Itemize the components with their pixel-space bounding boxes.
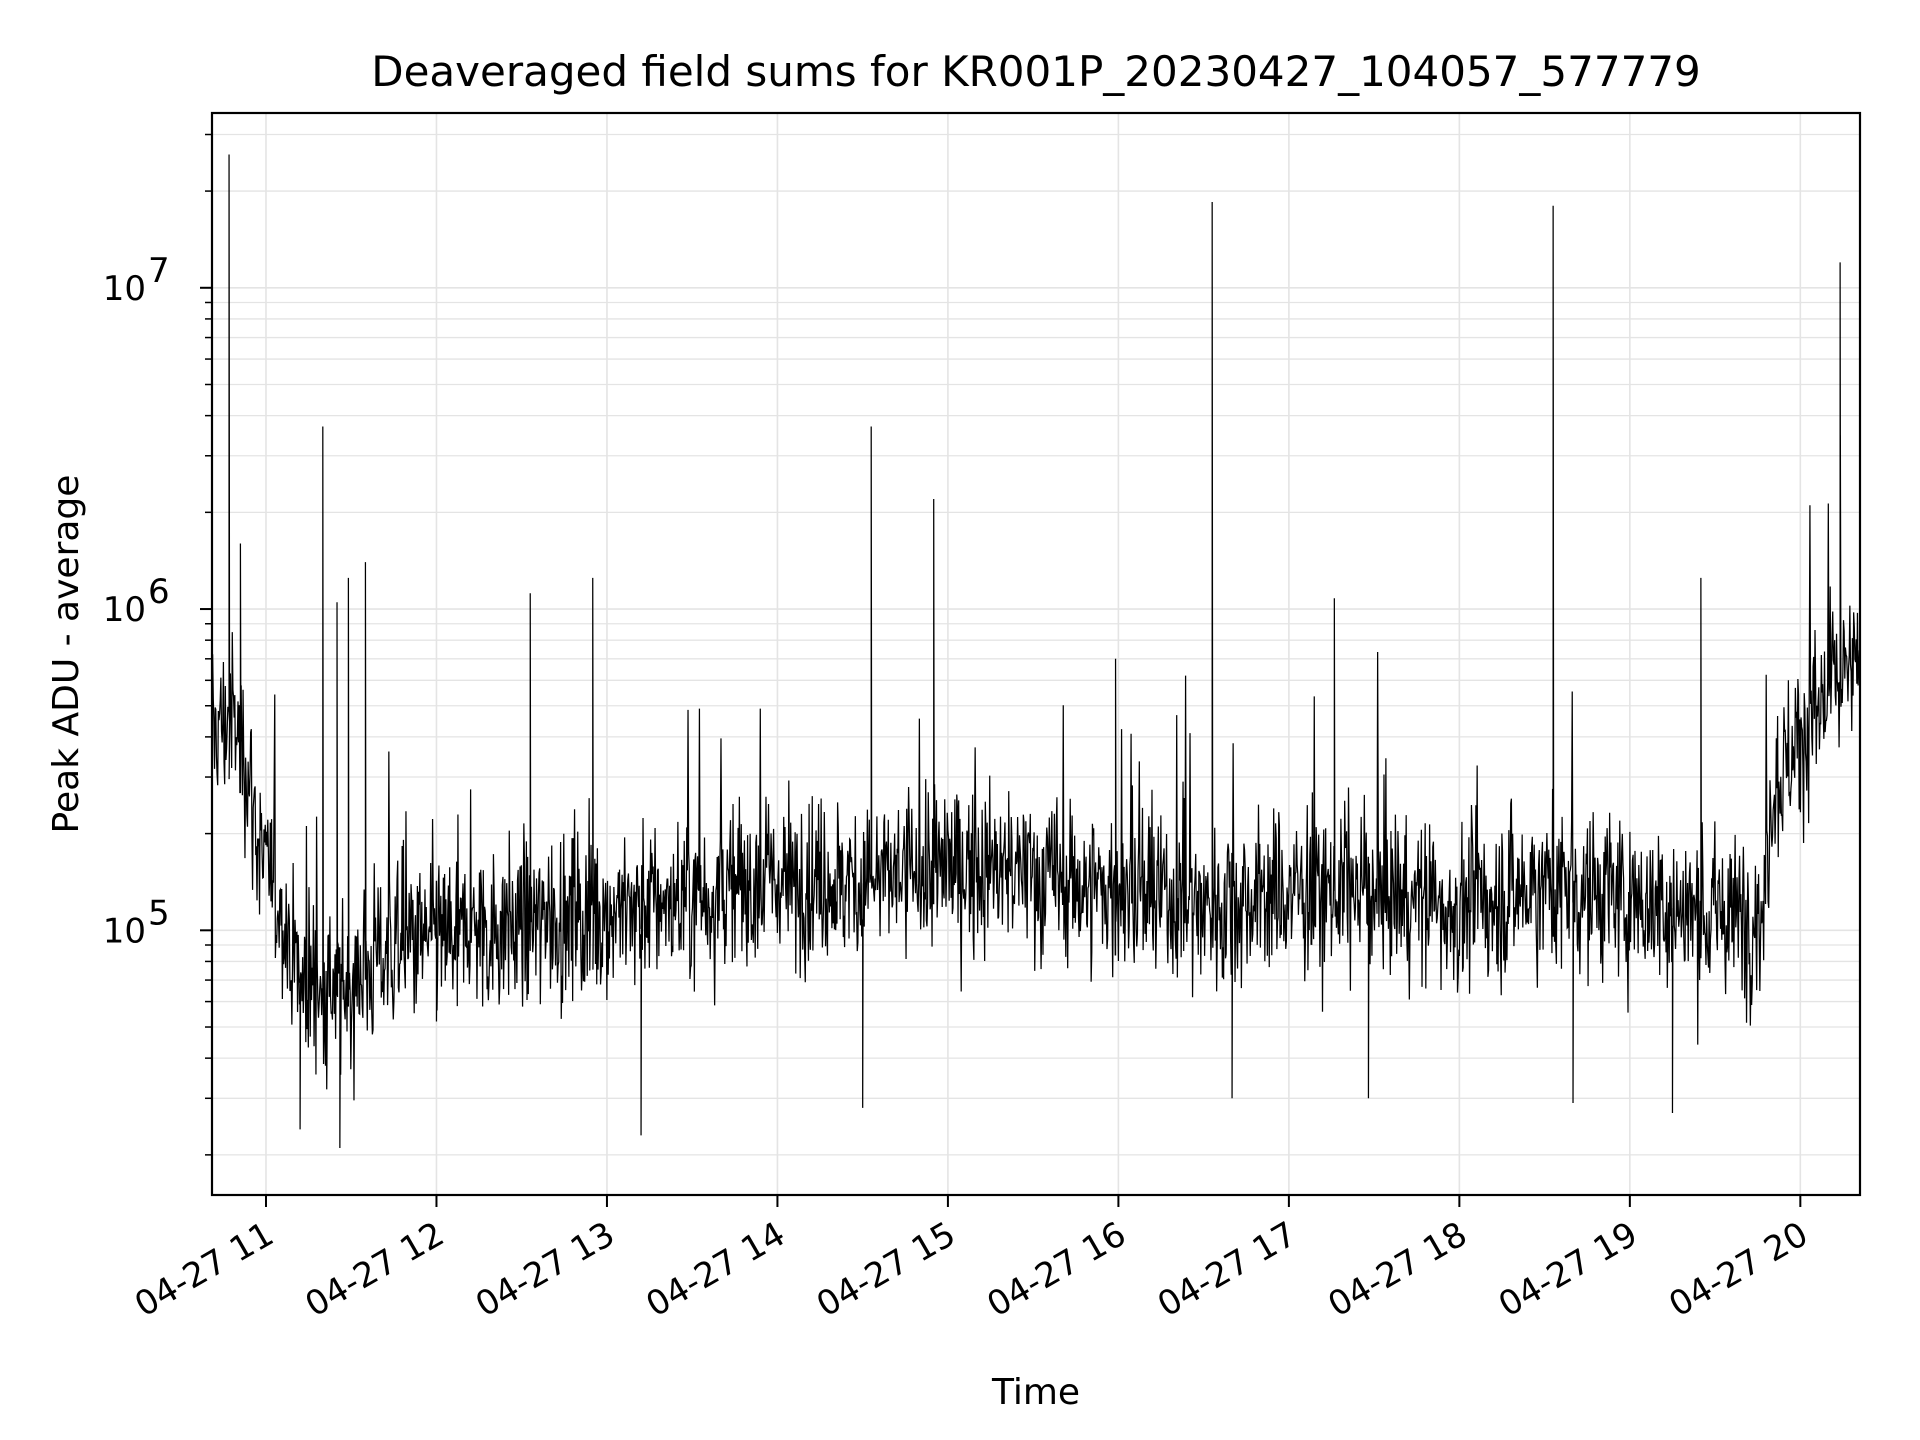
y-tick-label: 10 (103, 911, 146, 951)
series-line (211, 154, 1861, 1149)
x-axis-title: Time (991, 1372, 1080, 1413)
y-tick-label: 10 (103, 590, 146, 630)
y-tick-exponent: 5 (148, 893, 170, 933)
plot-frame (210, 111, 1862, 1197)
chart-title: Deaveraged field sums for KR001P_2023042… (371, 47, 1701, 96)
y-axis-title: Peak ADU - average (46, 475, 87, 834)
series-layer (211, 154, 1861, 1149)
y-tick-label: 10 (103, 269, 146, 309)
y-tick-exponent: 7 (148, 251, 170, 291)
grid-layer (212, 113, 1860, 1195)
y-tick-exponent: 6 (148, 572, 170, 612)
